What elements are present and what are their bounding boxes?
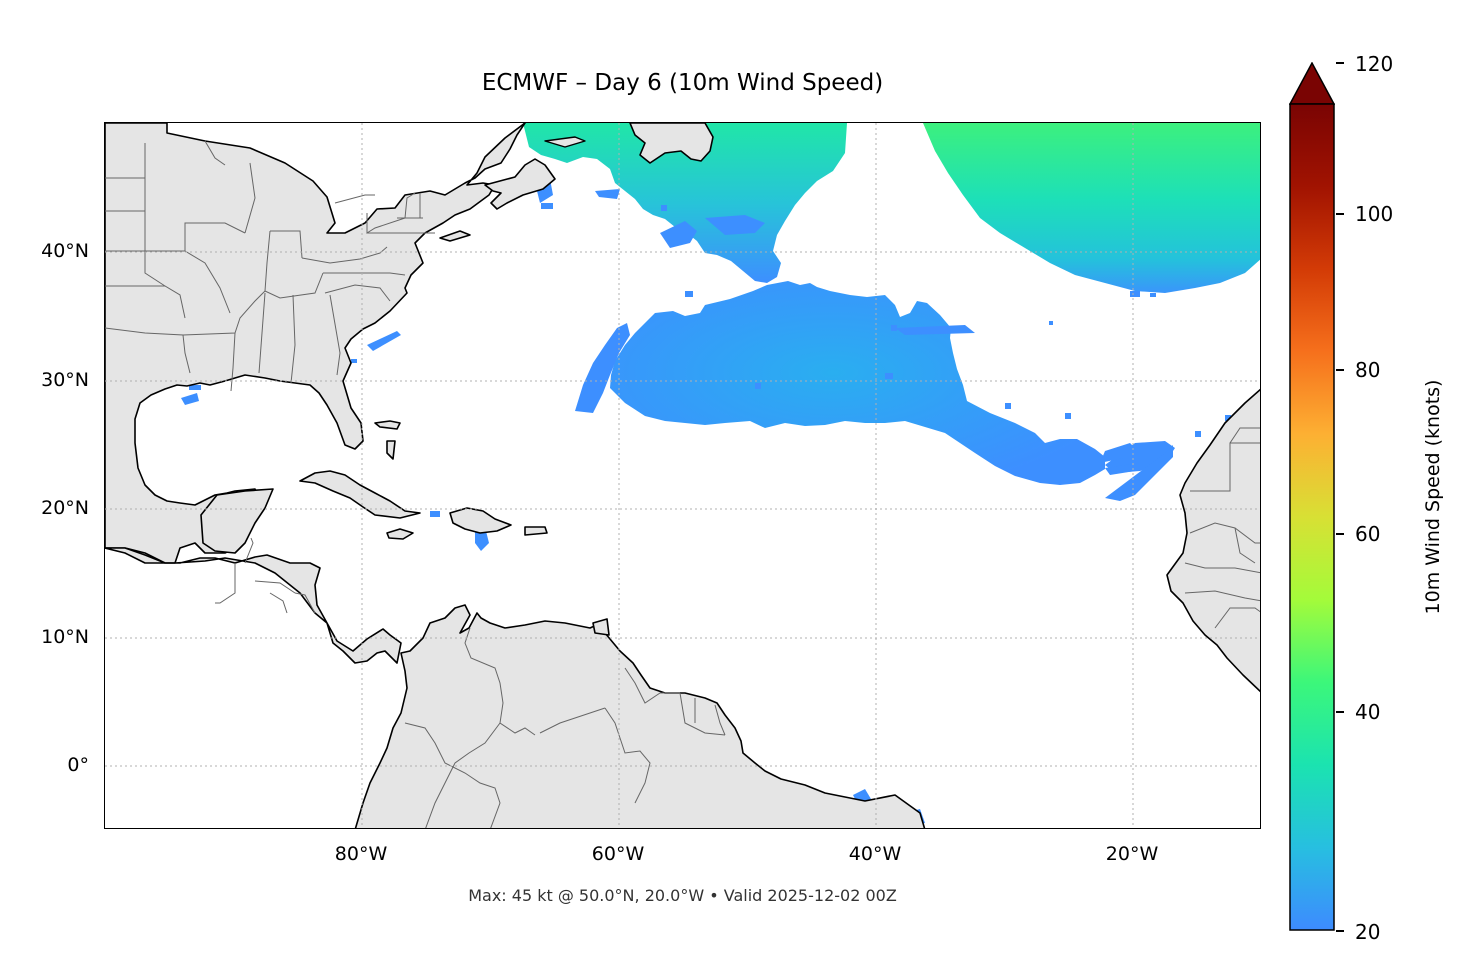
- cbar-label-80: 80: [1355, 358, 1381, 382]
- cbar-tick-40: [1336, 711, 1344, 713]
- cbar-tick-20: [1336, 930, 1344, 932]
- map-panel[interactable]: [104, 122, 1261, 829]
- max-wind-caption: Max: 45 kt @ 50.0°N, 20.0°W • Valid 2025…: [468, 886, 897, 905]
- lon-tick-40w: 40°W: [848, 843, 902, 865]
- cbar-tick-80: [1336, 369, 1344, 371]
- cbar-tick-120: [1336, 62, 1344, 64]
- lat-tick-20n: 20°N: [41, 497, 89, 519]
- lon-tick-80w: 80°W: [334, 843, 388, 865]
- political-borders: [105, 140, 1260, 828]
- chart-title: ECMWF – Day 6 (10m Wind Speed): [481, 70, 884, 96]
- cbar-label-100: 100: [1355, 202, 1394, 226]
- cbar-label-60: 60: [1355, 522, 1381, 546]
- colorbar: [1289, 62, 1335, 931]
- lat-tick-10n: 10°N: [41, 626, 89, 648]
- cbar-tick-100: [1336, 213, 1344, 215]
- lat-tick-40n: 40°N: [41, 240, 89, 262]
- colorbar-extend-arrow: [1289, 62, 1335, 105]
- map-canvas: [105, 123, 1260, 828]
- wind-speed-field: [181, 123, 1260, 827]
- cbar-label-120: 120: [1355, 52, 1394, 76]
- lat-tick-30n: 30°N: [41, 369, 89, 391]
- cbar-tick-60: [1336, 533, 1344, 535]
- lon-tick-20w: 20°W: [1105, 843, 1159, 865]
- lon-tick-60w: 60°W: [591, 843, 645, 865]
- cbar-label-20: 20: [1355, 920, 1381, 944]
- cbar-label-40: 40: [1355, 700, 1381, 724]
- colorbar-title: 10m Wind Speed (knots): [1422, 379, 1444, 615]
- lat-tick-0: 0°: [67, 754, 89, 776]
